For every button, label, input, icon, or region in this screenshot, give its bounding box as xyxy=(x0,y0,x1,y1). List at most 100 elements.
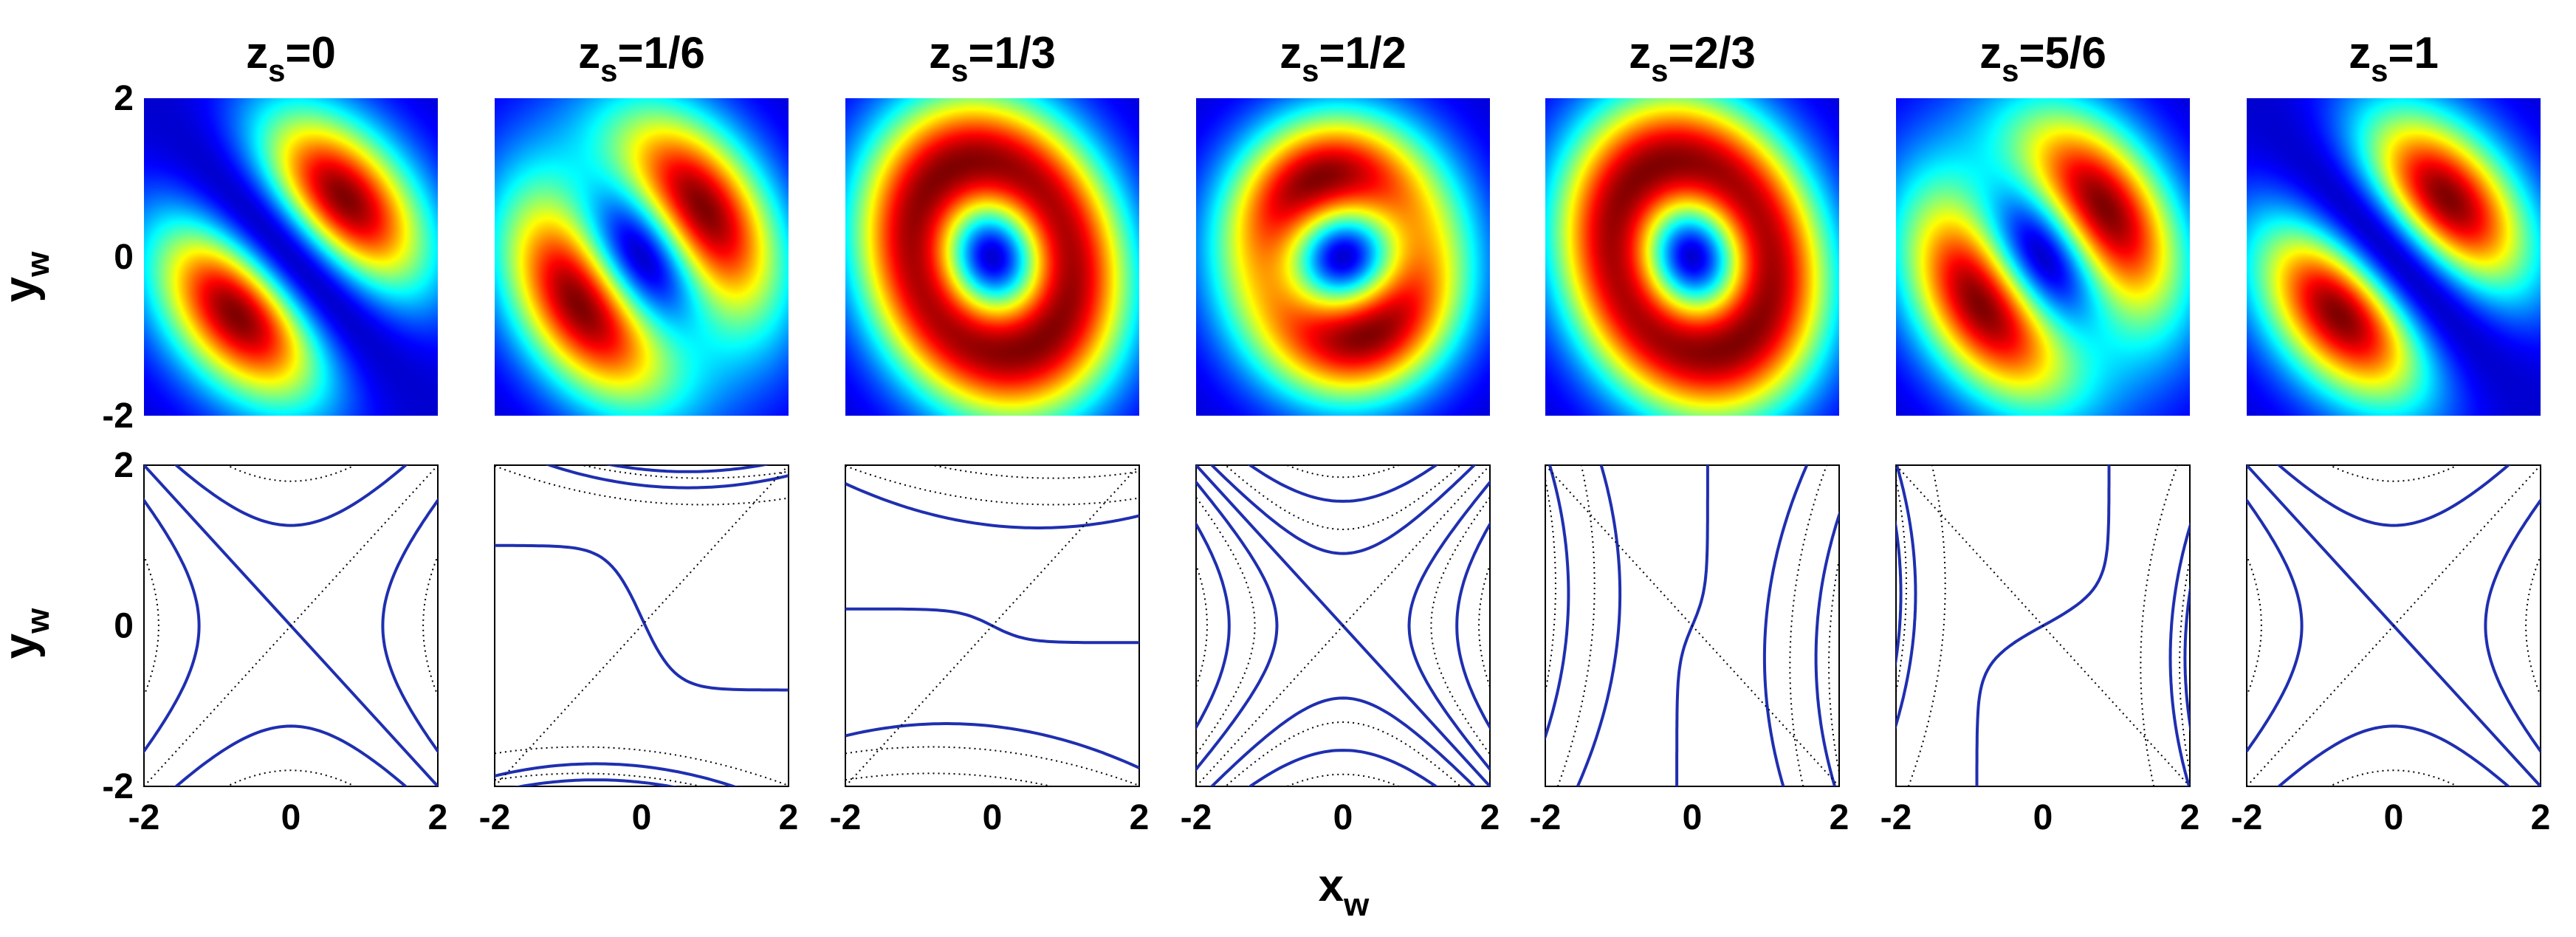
xlabel: xw xyxy=(1319,860,1370,923)
contours xyxy=(845,465,1139,786)
contour-solid xyxy=(845,722,1139,769)
contour-solid xyxy=(2276,465,2511,527)
contour-solid xyxy=(1196,480,1279,772)
xtick-label: 0 xyxy=(983,798,1003,837)
contour-solid xyxy=(2183,583,2190,733)
ylabel-bottom: yw xyxy=(0,608,56,659)
contour-dotted xyxy=(495,465,789,786)
contour-dotted xyxy=(225,465,357,482)
panel-title: zs=1 xyxy=(2349,28,2439,88)
contour-solid xyxy=(495,543,789,692)
heatmap-image xyxy=(495,98,789,416)
contour-solid xyxy=(1455,521,1490,730)
ytick-label: -2 xyxy=(102,397,134,436)
xtick-label: 2 xyxy=(779,798,799,837)
xtick-label: 2 xyxy=(1830,798,1849,837)
contours xyxy=(144,465,438,786)
contour-solid xyxy=(605,465,770,473)
contour-solid xyxy=(1896,518,1903,669)
ylabel-top: yw xyxy=(0,251,56,302)
contour-solid xyxy=(174,724,408,786)
contour-solid xyxy=(495,762,738,786)
ytick-label: 0 xyxy=(114,238,134,277)
xtick-label: -2 xyxy=(128,798,160,837)
contour-dotted xyxy=(1896,465,2190,786)
panel-title: zs=2/3 xyxy=(1629,28,1756,88)
contour-dotted xyxy=(422,553,438,699)
ytick-label: -2 xyxy=(102,767,134,806)
xtick-label: -2 xyxy=(830,798,862,837)
contour-solid xyxy=(2247,498,2304,754)
contours xyxy=(1896,465,2190,786)
heatmap-image xyxy=(2247,98,2541,416)
panel-title: zs=1/6 xyxy=(578,28,705,88)
contour-solid xyxy=(1545,465,1570,741)
contour-dotted xyxy=(2328,769,2459,786)
xtick-label: 0 xyxy=(2384,798,2404,837)
panel-6: zs=1 -2 0 2 xyxy=(2231,28,2551,837)
panel-5: zs=5/6 -2 0 2 xyxy=(1881,28,2200,837)
contour-dotted xyxy=(1789,465,1828,786)
panel-title: zs=5/6 xyxy=(1979,28,2106,88)
contour-solid xyxy=(1209,465,1477,555)
panels: zs=0-2 0 220-220-2zs=1/6-2 0 2zs=1/3-2 0 2zs=1… xyxy=(102,28,2551,837)
contour-dotted xyxy=(2247,553,2262,699)
contour-solid xyxy=(144,498,201,754)
contour-dotted xyxy=(1828,556,1839,776)
heatmap-image xyxy=(1896,98,2190,416)
contour-dotted xyxy=(1545,465,1839,786)
contour-solid xyxy=(1247,465,1439,503)
xtick-label: -2 xyxy=(1881,798,1912,837)
contour-solid xyxy=(2276,724,2511,786)
contours xyxy=(2247,465,2541,786)
xtick-label: 2 xyxy=(2180,798,2200,837)
contour-dotted xyxy=(144,465,438,786)
contour-dotted xyxy=(144,553,159,699)
contour-solid xyxy=(1196,521,1231,730)
contour-dotted xyxy=(1196,465,1490,786)
panel-3: zs=1/2 -2 0 2 xyxy=(1181,28,1500,837)
xtick-label: 2 xyxy=(2531,798,2551,837)
contour-solid xyxy=(1209,696,1477,786)
heatmap-image xyxy=(845,98,1139,416)
panel-title: zs=1/3 xyxy=(929,28,1056,88)
xtick-label: 0 xyxy=(632,798,652,837)
contour-dotted xyxy=(225,769,357,786)
panel-0: zs=0 -2 0 2 2 0 -2 2 0 -2 xyxy=(102,28,447,837)
contour-solid xyxy=(1407,480,1490,772)
contour-solid xyxy=(1896,465,1917,730)
xtick-label: 2 xyxy=(1480,798,1500,837)
ytick-label: 2 xyxy=(114,446,134,485)
xtick-label: -2 xyxy=(1181,798,1212,837)
panel-2: zs=1/3 -2 0 2 xyxy=(830,28,1150,837)
contour-dotted xyxy=(2140,465,2179,786)
heatmap-image xyxy=(1196,98,1490,416)
contour-solid xyxy=(381,498,438,754)
contour-dotted xyxy=(2179,556,2190,776)
xtick-label: 2 xyxy=(1130,798,1150,837)
contour-solid xyxy=(845,482,1139,529)
contour-dotted xyxy=(1285,773,1401,786)
contour-solid xyxy=(545,465,789,490)
contour-solid xyxy=(1247,749,1439,786)
contour-solid xyxy=(2168,521,2190,786)
contours xyxy=(1545,465,1839,786)
contours xyxy=(1196,465,1490,786)
panel-1: zs=1/6 -2 0 2 xyxy=(479,28,799,837)
contours xyxy=(495,465,789,786)
labels: yw yw xw xyxy=(0,251,1370,923)
contour-dotted xyxy=(1285,465,1401,478)
contour-dotted xyxy=(2247,465,2541,786)
heatmap-image xyxy=(144,98,438,416)
contour-solid xyxy=(1576,465,1622,786)
panel-4: zs=2/3 -2 0 2 xyxy=(1530,28,1849,837)
contour-solid xyxy=(174,465,408,527)
contour-solid xyxy=(513,778,678,786)
panel-title: zs=0 xyxy=(246,28,336,88)
contour-solid xyxy=(1814,510,1839,786)
contour-dotted xyxy=(845,465,1139,786)
xtick-label: 0 xyxy=(1333,798,1353,837)
xtick-label: -2 xyxy=(1530,798,1562,837)
contour-dotted xyxy=(1224,721,1462,786)
